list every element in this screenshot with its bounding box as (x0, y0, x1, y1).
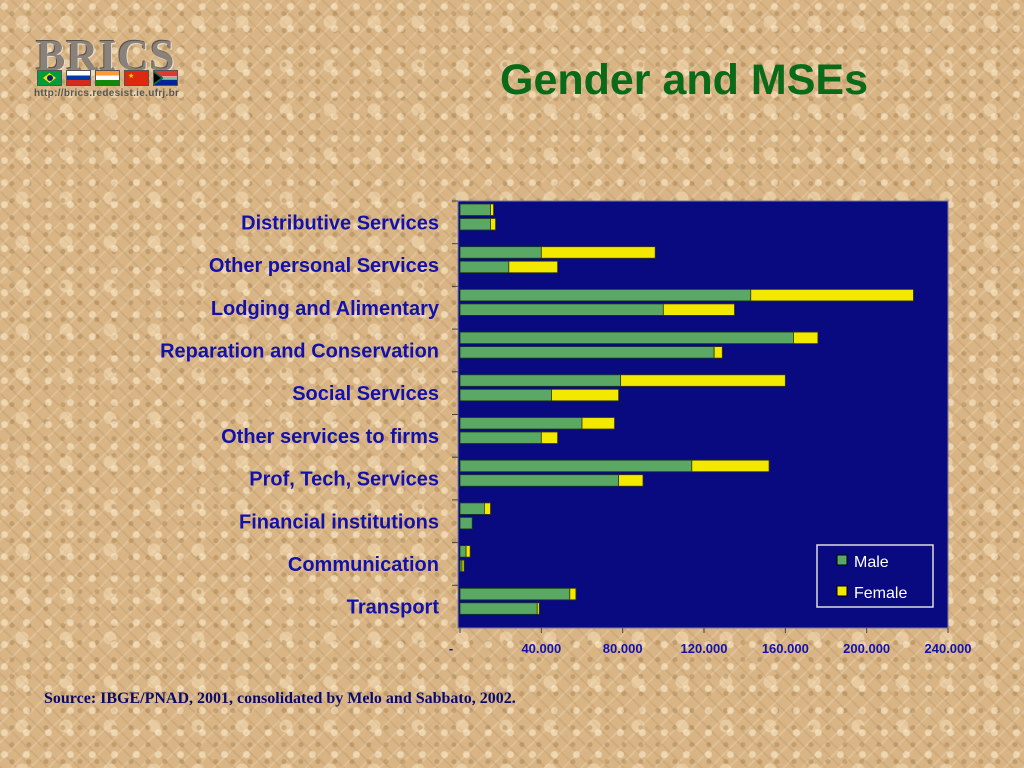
bar-female (793, 331, 819, 345)
bar-female (465, 545, 471, 558)
x-tick-label: 240.000 (925, 641, 972, 656)
bar-male (459, 260, 510, 274)
category-label: Other services to firms (221, 426, 439, 448)
bar-male (459, 502, 485, 515)
bar-male (459, 218, 491, 231)
bar-female (750, 288, 914, 302)
source-note: Source: IBGE/PNAD, 2001, consolidated by… (44, 690, 516, 707)
bar-male (459, 545, 467, 558)
bar-male (459, 602, 538, 615)
page-title: Gender and MSEs (500, 56, 868, 104)
flag-strip: ★ (37, 70, 178, 86)
bar-male (459, 517, 473, 530)
bar-female (569, 587, 577, 601)
category-label: Lodging and Alimentary (211, 298, 440, 320)
bar-male (459, 346, 715, 359)
bars-group (452, 200, 914, 615)
bar-female (713, 346, 723, 359)
bar-male (459, 303, 664, 316)
russia-flag (66, 70, 91, 86)
category-label: Communication (288, 554, 439, 576)
bar-male (459, 459, 693, 473)
india-flag (95, 70, 120, 86)
category-label: Prof, Tech, Services (249, 469, 439, 491)
x-tick-label: 160.000 (762, 641, 809, 656)
bar-female (483, 502, 491, 515)
bar-female (581, 417, 615, 430)
category-label: Social Services (292, 383, 439, 405)
bar-male (459, 431, 542, 444)
x-tick-label: - (449, 641, 453, 656)
legend-label-male: Male (854, 554, 889, 571)
x-axis-ticks: - 40.000 80.000 120.000 160.000 200.000 240.00… (449, 628, 972, 656)
bar-male (459, 417, 583, 430)
bar-female (490, 203, 494, 216)
logo-url: http://brics.redesist.ie.ufrj.br (34, 88, 180, 99)
legend: Male Female (816, 544, 934, 608)
bar-male (459, 388, 552, 402)
bar-female (540, 431, 558, 444)
bar-female (536, 602, 540, 615)
legend-label-female: Female (854, 585, 907, 602)
category-label: Reparation and Conservation (160, 340, 439, 362)
bar-female (620, 374, 786, 387)
bar-female (551, 388, 619, 402)
bar-female (461, 559, 465, 572)
bar-male (459, 331, 794, 345)
category-label: Other personal Services (209, 255, 439, 277)
bar-female (618, 474, 644, 487)
category-label: Financial institutions (239, 511, 439, 533)
x-tick-label: 120.000 (681, 641, 728, 656)
category-label: Transport (347, 597, 440, 619)
bar-male (459, 288, 752, 302)
legend-swatch-male (836, 554, 848, 566)
brics-logo: BRICS ★ http://brics.redesist.ie.ufrj.br (34, 31, 190, 102)
legend-box (816, 544, 934, 608)
south-africa-flag (153, 70, 178, 86)
legend-swatch-female (836, 585, 848, 597)
bar-female (691, 459, 770, 473)
x-tick-label: 40.000 (521, 641, 561, 656)
bar-male (459, 474, 620, 487)
category-labels: Distributive Services Other personal Serv… (160, 212, 440, 618)
bar-female (540, 246, 656, 259)
bar-male (459, 246, 542, 259)
bar-male (459, 587, 571, 601)
bar-male (459, 203, 491, 216)
category-label: Distributive Services (241, 212, 439, 234)
brazil-flag (37, 70, 62, 86)
bar-female (662, 303, 735, 316)
x-tick-label: 80.000 (603, 641, 643, 656)
china-flag: ★ (124, 70, 149, 86)
bar-chart: Distributive Services Other personal Serv… (160, 200, 972, 656)
bar-male (459, 374, 622, 387)
x-tick-label: 200.000 (843, 641, 890, 656)
bar-female (508, 260, 558, 274)
bar-female (490, 218, 496, 231)
